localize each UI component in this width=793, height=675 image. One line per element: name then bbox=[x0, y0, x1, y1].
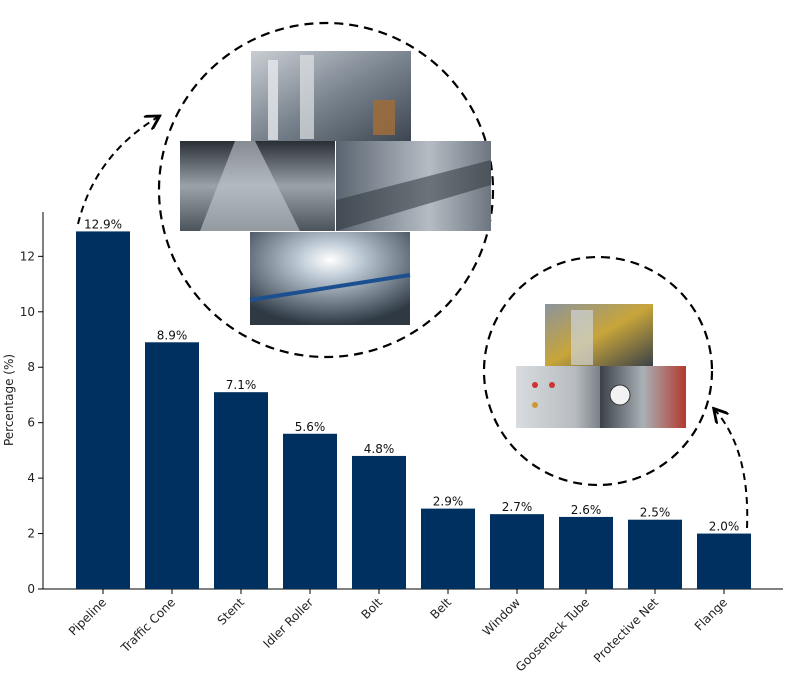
data-labels: 12.9% 8.9% 7.1% 5.6% 4.8% 2.9% 2.7% 2.6% 2.5% 2.0… bbox=[84, 217, 739, 533]
y-tick-label: 4 bbox=[27, 471, 35, 485]
x-tick-label: Protective Net bbox=[591, 595, 661, 665]
bar-belt bbox=[421, 508, 475, 589]
x-tick-label: Flange bbox=[692, 595, 730, 633]
y-tick-label: 6 bbox=[27, 416, 35, 430]
x-tick-label: Pipeline bbox=[66, 595, 109, 638]
y-tick-label: 0 bbox=[27, 582, 35, 596]
y-axis-title: Percentage (%) bbox=[2, 354, 16, 446]
inset-photo-panel-detail bbox=[532, 382, 538, 388]
inset-photo-panel-detail bbox=[532, 402, 538, 408]
x-tick-label: Belt bbox=[427, 595, 454, 622]
x-tick-label: Bolt bbox=[359, 595, 386, 622]
data-label: 5.6% bbox=[295, 420, 326, 434]
flange-inset-photos bbox=[516, 304, 686, 428]
flange-inset-circle bbox=[482, 255, 714, 487]
bars bbox=[76, 231, 751, 589]
inset-photo-panel bbox=[516, 366, 600, 428]
pipeline-inset-photos bbox=[180, 51, 491, 325]
data-label: 2.7% bbox=[502, 500, 533, 514]
bar-traffic-cone bbox=[145, 342, 199, 589]
bar-stent bbox=[214, 392, 268, 589]
x-ticks: Pipeline Traffic Cone Stent Idler Roller Bol… bbox=[66, 589, 730, 674]
inset-photo-conveyor-detail bbox=[336, 160, 491, 231]
bar-window bbox=[490, 514, 544, 589]
flange-arrow bbox=[715, 410, 749, 529]
data-label: 12.9% bbox=[84, 217, 122, 231]
x-tick-label: Traffic Cone bbox=[118, 595, 179, 656]
bar-bolt bbox=[352, 455, 406, 589]
data-label: 4.8% bbox=[364, 442, 395, 456]
inset-photo-flange-detail bbox=[571, 310, 593, 365]
inset-photo-pipes-detail bbox=[373, 100, 395, 135]
pipeline-arrow bbox=[77, 117, 158, 225]
y-tick-label: 10 bbox=[20, 305, 35, 319]
data-label: 2.9% bbox=[433, 495, 464, 509]
data-label: 2.5% bbox=[640, 506, 671, 520]
bar-gooseneck-tube bbox=[559, 516, 613, 589]
data-label: 8.9% bbox=[157, 328, 188, 342]
inset-photo-flange bbox=[545, 304, 653, 366]
x-tick-label: Stent bbox=[215, 595, 248, 628]
data-label: 7.1% bbox=[226, 378, 257, 392]
inset-photo-pipes-detail bbox=[268, 60, 278, 140]
inset-photo-panel-detail bbox=[549, 382, 555, 388]
data-label: 2.0% bbox=[709, 520, 740, 534]
y-tick-label: 12 bbox=[20, 249, 35, 263]
x-tick-label: Gooseneck Tube bbox=[513, 595, 592, 674]
data-label: 2.6% bbox=[571, 503, 602, 517]
y-tick-label: 2 bbox=[27, 527, 35, 541]
x-tick-label: Window bbox=[480, 595, 523, 638]
x-tick-label: Idler Roller bbox=[260, 595, 316, 651]
inset-photo-gauge-detail bbox=[609, 384, 631, 406]
inset-photo-rollers-detail bbox=[249, 273, 411, 302]
bar-idler-roller bbox=[283, 433, 337, 589]
pipeline-inset-circle bbox=[157, 21, 495, 359]
bar-pipeline bbox=[76, 231, 130, 589]
flange-inset bbox=[482, 255, 749, 529]
pipeline-inset bbox=[77, 21, 495, 359]
bar-protective-net bbox=[628, 519, 682, 589]
bar-flange bbox=[697, 533, 751, 589]
y-tick-label: 8 bbox=[27, 360, 35, 374]
inset-photo-tunnel-detail bbox=[200, 141, 300, 231]
y-ticks: 0 2 4 6 8 10 12 bbox=[20, 249, 43, 596]
inset-photo-pipes-detail bbox=[300, 55, 314, 139]
